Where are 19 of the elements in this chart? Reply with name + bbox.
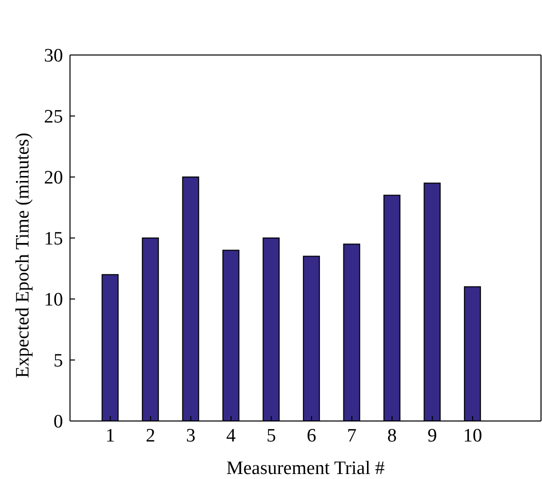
x-tick-label: 5 bbox=[266, 425, 276, 446]
x-tick-label: 7 bbox=[347, 425, 357, 446]
x-tick-label: 9 bbox=[428, 425, 438, 446]
x-tick-label: 1 bbox=[106, 425, 116, 446]
y-tick-label: 10 bbox=[44, 290, 63, 311]
x-tick-label: 8 bbox=[387, 425, 397, 446]
x-tick-label: 4 bbox=[226, 425, 236, 446]
x-tick-label: 2 bbox=[146, 425, 156, 446]
y-tick-label: 25 bbox=[44, 106, 63, 128]
y-tick-label: 30 bbox=[44, 46, 63, 67]
y-axis-title: Expected Epoch Time (minutes) bbox=[12, 132, 34, 378]
x-tick-label: 3 bbox=[186, 425, 196, 446]
y-tick-label: 0 bbox=[54, 412, 63, 433]
y-tick-label: 15 bbox=[44, 228, 63, 250]
x-tick-label: 10 bbox=[463, 425, 482, 446]
y-tick-label: 20 bbox=[44, 168, 63, 189]
y-tick-label: 5 bbox=[54, 350, 63, 372]
x-axis-title: Measurement Trial # bbox=[226, 458, 386, 479]
x-tick-label: 6 bbox=[306, 425, 316, 446]
